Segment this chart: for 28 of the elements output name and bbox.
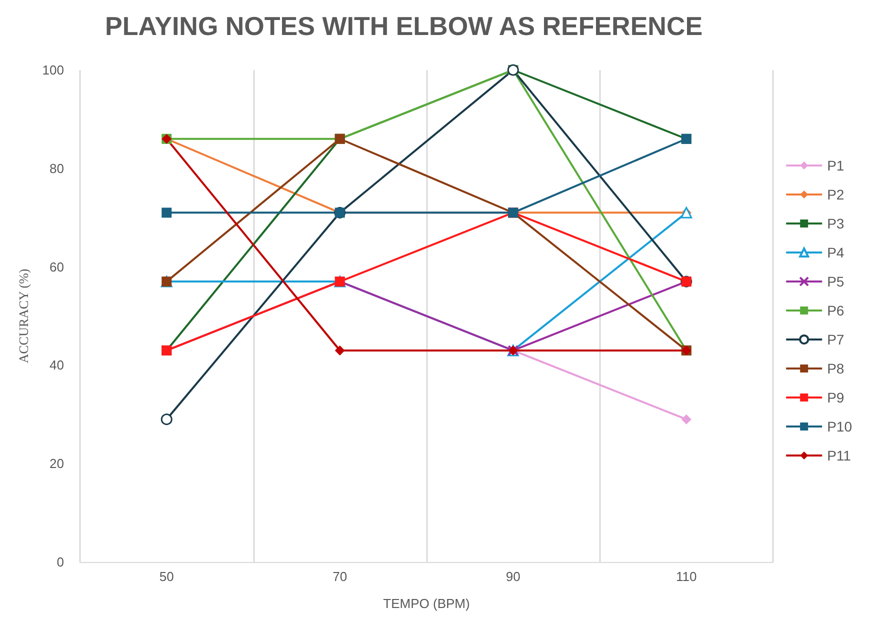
point <box>162 208 172 218</box>
point <box>681 414 692 424</box>
y-tick-label: 40 <box>50 358 64 373</box>
x-tick-label: 70 <box>332 569 348 584</box>
legend-label: P8 <box>827 360 844 376</box>
x-tick-label: 90 <box>506 569 520 584</box>
chart-title: PLAYING NOTES WITH ELBOW AS REFERENCE <box>105 11 703 41</box>
point <box>334 345 345 356</box>
legend-label: P2 <box>827 186 844 202</box>
legend-label: P3 <box>827 216 844 232</box>
legend-label: P6 <box>827 302 844 318</box>
legend-label: P10 <box>827 418 852 434</box>
y-tick-label: 80 <box>50 160 64 176</box>
x-tick-label: 50 <box>159 569 174 584</box>
legend-label: P7 <box>827 332 844 348</box>
legend-label: P11 <box>827 448 852 464</box>
x-axis-title: TEMPO (BPM) <box>383 596 470 611</box>
legend-label: P5 <box>827 274 844 290</box>
legend-label: P4 <box>827 244 844 260</box>
y-tick-label: 60 <box>50 259 64 274</box>
y-axis-title: ACCURACY (%) <box>16 268 31 364</box>
legend-label: P9 <box>827 390 844 406</box>
x-tick-label: 110 <box>676 569 697 584</box>
legend-label: P1 <box>827 158 844 174</box>
y-tick-label: 100 <box>42 62 64 78</box>
y-tick-label: 20 <box>50 456 64 472</box>
point <box>160 414 172 426</box>
y-tick-label: 0 <box>56 554 64 570</box>
